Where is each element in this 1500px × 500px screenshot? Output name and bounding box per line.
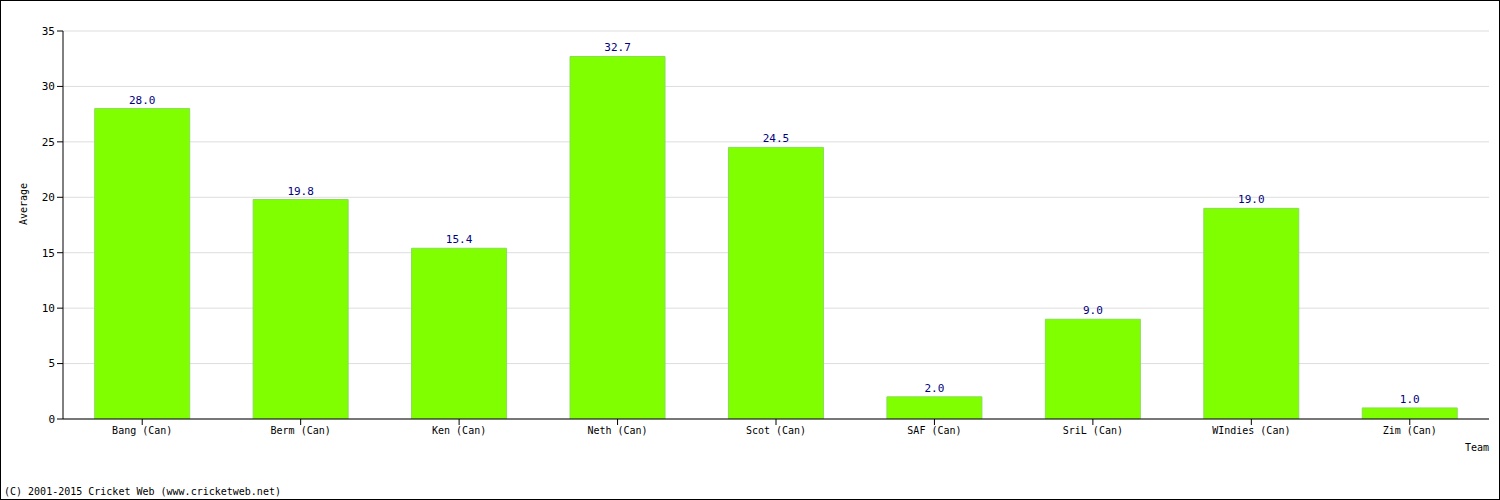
svg-text:10: 10: [42, 302, 55, 315]
svg-text:5: 5: [48, 357, 55, 370]
svg-text:32.7: 32.7: [604, 41, 631, 54]
svg-text:Zim (Can): Zim (Can): [1383, 425, 1437, 436]
svg-text:WIndies (Can): WIndies (Can): [1212, 425, 1290, 436]
svg-text:SAF (Can): SAF (Can): [907, 425, 961, 436]
svg-text:15.4: 15.4: [446, 233, 473, 246]
svg-text:Neth (Can): Neth (Can): [587, 425, 647, 436]
svg-text:20: 20: [42, 191, 55, 204]
html-text:(C) 2001-2015 Cricket Web (www: (C) 2001-2015 Cricket Web (www.cricketwe…: [4, 486, 281, 497]
svg-text:30: 30: [42, 80, 55, 93]
svg-text:Berm (Can): Berm (Can): [271, 425, 331, 436]
svg-text:25: 25: [42, 136, 55, 149]
svg-text:19.8: 19.8: [287, 185, 314, 198]
svg-text:24.5: 24.5: [763, 132, 790, 145]
svg-text:2.0: 2.0: [924, 382, 944, 395]
svg-text:19.0: 19.0: [1238, 193, 1265, 206]
svg-text:Scot (Can): Scot (Can): [746, 425, 806, 436]
svg-text:Bang (Can): Bang (Can): [112, 425, 172, 436]
svg-text:0: 0: [48, 413, 55, 426]
svg-text:Average: Average: [18, 183, 29, 225]
svg-text:Team: Team: [1465, 442, 1489, 453]
svg-text:9.0: 9.0: [1083, 304, 1103, 317]
svg-text:15: 15: [42, 247, 55, 260]
svg-text:Ken (Can): Ken (Can): [432, 425, 486, 436]
svg-text:28.0: 28.0: [129, 94, 156, 107]
svg-text:35: 35: [42, 25, 55, 38]
svg-text:1.0: 1.0: [1400, 393, 1420, 406]
svg-text:SriL (Can): SriL (Can): [1063, 425, 1123, 436]
